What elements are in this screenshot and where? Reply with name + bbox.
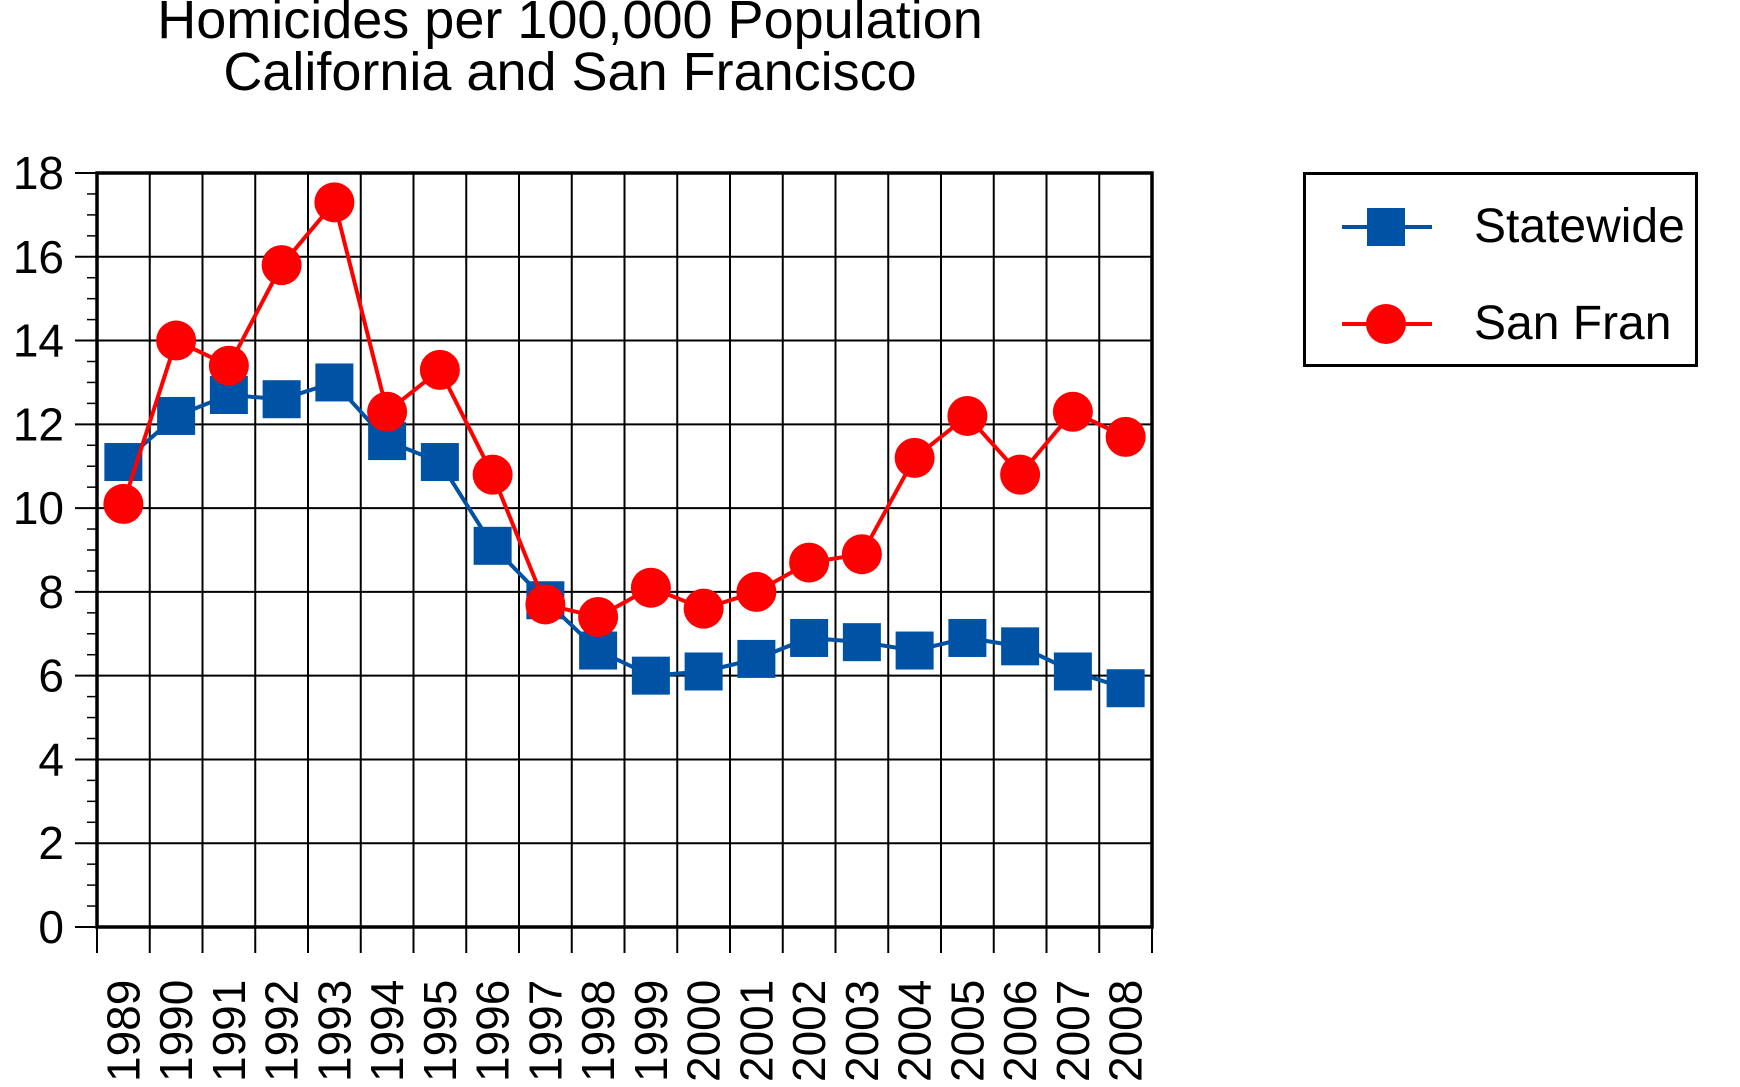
x-tick-label: 2007 — [1047, 980, 1099, 1082]
san-fran-point — [736, 571, 777, 612]
statewide-point — [1106, 669, 1145, 708]
san-fran-point — [472, 454, 513, 495]
y-tick-label: 14 — [13, 315, 64, 367]
axes — [75, 171, 1154, 953]
statewide-point — [895, 631, 934, 670]
y-tick-label: 16 — [13, 231, 64, 283]
san-fran-point — [156, 320, 197, 361]
x-tick-label: 2000 — [678, 980, 730, 1082]
chart-subtitle: California and San Francisco — [223, 42, 917, 102]
x-tick-label: 2008 — [1100, 980, 1152, 1082]
y-tick-label: 18 — [13, 147, 64, 199]
san-fran-point — [208, 345, 249, 386]
statewide-point — [737, 639, 776, 678]
x-tick-label: 2002 — [783, 980, 835, 1082]
san-fran-legend-symbol — [1342, 304, 1432, 344]
y-tick-label: 10 — [13, 482, 64, 534]
x-tick-label: 2003 — [836, 980, 888, 1082]
gridlines — [96, 172, 1153, 928]
legend-item-san-fran: San Fran — [1306, 294, 1695, 354]
san-fran-point — [419, 349, 460, 390]
san-fran-point — [1105, 416, 1146, 457]
san-fran-point — [103, 483, 144, 524]
legend-label-san-fran: San Fran — [1474, 297, 1672, 350]
statewide-point — [315, 363, 354, 402]
chart-title: Homicides per 100,000 Population — [157, 0, 983, 50]
y-tick-label: 6 — [38, 650, 64, 702]
san-fran-point — [789, 542, 830, 583]
series-group — [103, 182, 1146, 708]
x-tick-label: 1989 — [97, 980, 149, 1082]
x-tick-label: 2001 — [730, 980, 782, 1082]
x-tick-label: 1996 — [467, 980, 519, 1082]
statewide-point — [157, 396, 196, 435]
san-fran-point — [947, 395, 988, 436]
san-fran-point — [261, 245, 302, 286]
statewide-point — [473, 526, 512, 565]
y-tick-label: 2 — [38, 817, 64, 869]
statewide-point — [684, 652, 723, 691]
san-fran-point — [578, 597, 619, 638]
x-tick-label: 1991 — [203, 980, 255, 1082]
x-tick-label: 1992 — [256, 980, 308, 1082]
y-tick-label: 4 — [38, 733, 64, 785]
san-fran-series — [103, 182, 1146, 638]
plot-area-frame — [95, 171, 1154, 929]
statewide-legend-symbol — [1342, 208, 1432, 246]
x-tick-label: 1997 — [519, 980, 571, 1082]
statewide-point — [420, 443, 459, 482]
san-fran-point — [841, 534, 882, 575]
x-tick-label: 1990 — [150, 980, 202, 1082]
statewide-point — [1001, 627, 1040, 666]
x-tick-label: 1995 — [414, 980, 466, 1082]
circle-marker-icon — [1366, 304, 1406, 344]
legend-item-statewide: Statewide — [1306, 197, 1695, 257]
san-fran-point — [1052, 391, 1093, 432]
statewide-point — [262, 380, 301, 419]
square-marker-icon — [1367, 208, 1405, 246]
x-tick-label: 1999 — [625, 980, 677, 1082]
x-tick-label: 1994 — [361, 980, 413, 1082]
statewide-point — [948, 618, 987, 657]
statewide-point — [579, 631, 618, 670]
san-fran-point — [525, 584, 566, 625]
statewide-point — [1053, 652, 1092, 691]
san-fran-point — [367, 391, 408, 432]
y-tick-label: 8 — [38, 566, 64, 618]
statewide-point — [790, 618, 829, 657]
san-fran-point — [314, 182, 355, 223]
statewide-point — [842, 623, 881, 662]
x-tick-label: 1998 — [572, 980, 624, 1082]
statewide-point — [631, 656, 670, 695]
y-tick-label: 12 — [13, 398, 64, 450]
san-fran-point — [1000, 454, 1041, 495]
y-tick-label: 0 — [38, 901, 64, 953]
x-tick-label: 2006 — [994, 980, 1046, 1082]
x-tick-label: 2005 — [941, 980, 993, 1082]
san-fran-point — [630, 567, 671, 608]
x-tick-label: 2004 — [889, 980, 941, 1082]
legend-label-statewide: Statewide — [1474, 200, 1685, 253]
san-fran-point — [683, 588, 724, 629]
x-tick-label: 1993 — [308, 980, 360, 1082]
san-fran-point — [894, 437, 935, 478]
legend: Statewide San Fran — [1303, 172, 1698, 367]
